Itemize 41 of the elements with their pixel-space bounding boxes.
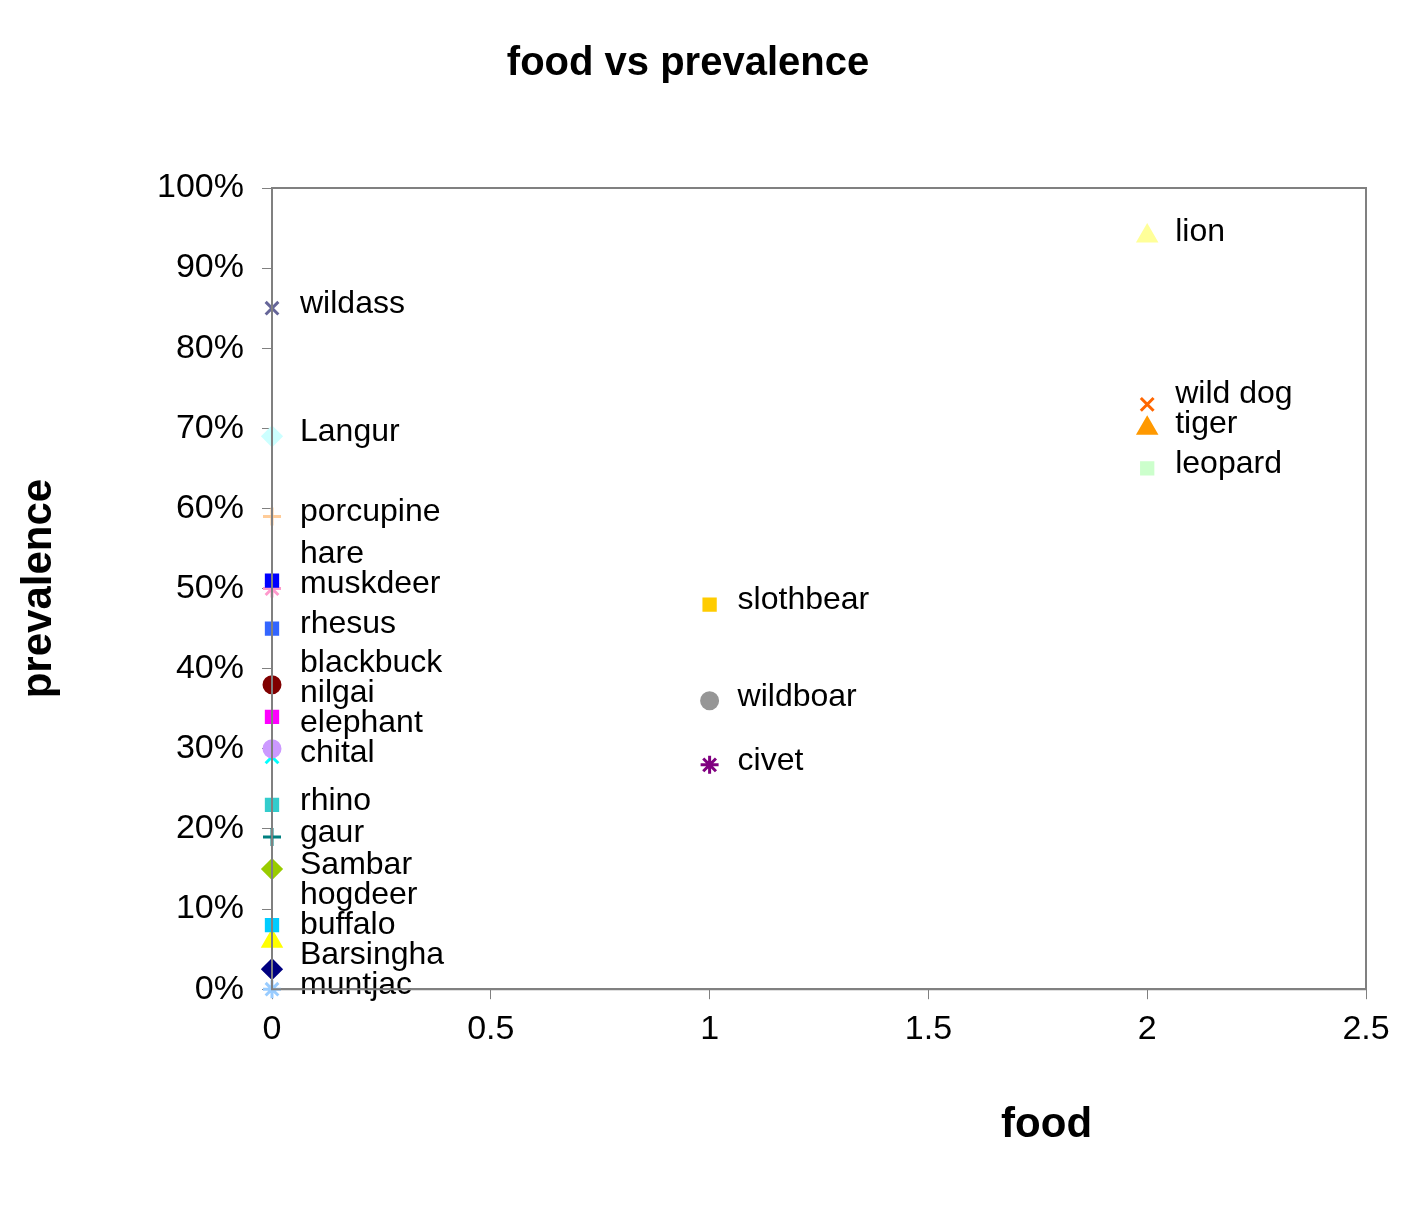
- point: [261, 505, 283, 527]
- y-tick-label: 50%: [175, 566, 244, 605]
- y-axis-title: prevalence: [12, 478, 60, 699]
- y-tick-label: 20%: [175, 807, 244, 846]
- x-tick-label: 0: [262, 1007, 282, 1046]
- point: [702, 597, 717, 612]
- y-tick-label: 100%: [157, 166, 244, 205]
- y-tick-label: 0%: [194, 967, 244, 1006]
- x-tick-label: 2: [1137, 1007, 1157, 1046]
- point: [700, 691, 720, 711]
- y-tick-label: 90%: [175, 246, 244, 285]
- series-label: leopard: [1175, 444, 1282, 481]
- y-tick-label: 40%: [175, 647, 244, 686]
- series-label: wildboar: [736, 676, 858, 713]
- y-tick-label: 10%: [175, 887, 244, 926]
- point: [1140, 461, 1155, 476]
- series-label: porcupine: [300, 492, 441, 529]
- point: [261, 978, 283, 1000]
- series-label: Langur: [300, 412, 400, 449]
- point: [1139, 396, 1156, 413]
- series-label: civet: [737, 740, 804, 777]
- y-tick-label: 30%: [175, 727, 244, 766]
- point: [264, 573, 280, 588]
- chart-title: food vs prevalence: [506, 39, 870, 84]
- series-label: lion: [1175, 211, 1226, 248]
- point: [699, 754, 721, 776]
- x-tick-label: 0.5: [467, 1007, 515, 1046]
- series-label: rhesus: [300, 604, 397, 641]
- point: [261, 858, 283, 880]
- x-tick-label: 1: [700, 1007, 720, 1046]
- x-tick-label: 2.5: [1342, 1007, 1390, 1046]
- x-tick-label: 1.5: [904, 1007, 953, 1046]
- point: [261, 826, 283, 848]
- series-label: wildass: [299, 284, 405, 321]
- y-tick-label: 80%: [175, 326, 244, 365]
- point: [264, 300, 280, 317]
- y-tick-label: 60%: [175, 486, 244, 525]
- series-label: blackbuck: [300, 642, 444, 679]
- x-axis-title: food: [1001, 1098, 1093, 1146]
- y-tick-label: 70%: [175, 406, 244, 445]
- series-label: slothbear: [737, 580, 870, 617]
